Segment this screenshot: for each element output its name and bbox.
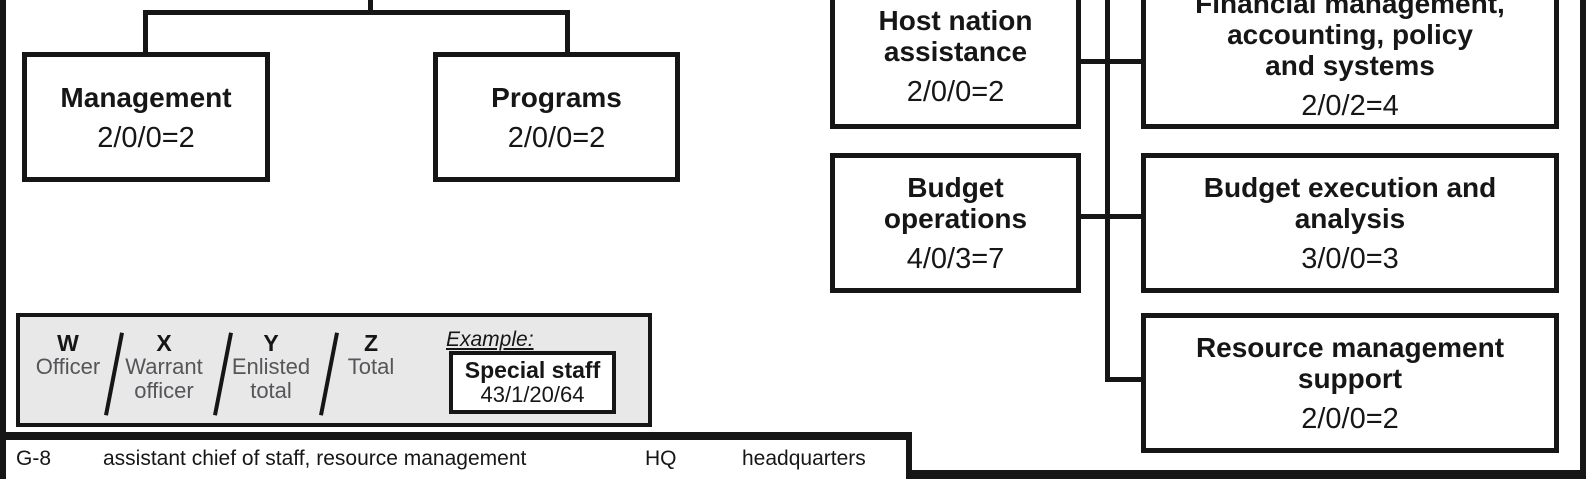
connector-stub-row2 xyxy=(1081,214,1141,219)
legend-key-label: Total xyxy=(347,354,395,379)
abbr-term: G-8 xyxy=(16,447,52,470)
frame-right-border xyxy=(1580,0,1586,479)
legend-key-officer: W Officer xyxy=(28,331,108,379)
org-box-budget-operations: Budget operations 4/0/3=7 xyxy=(830,153,1081,293)
org-box-resource-management-support: Resource management support 2/0/0=2 xyxy=(1141,313,1559,453)
org-box-value: 2/0/0=2 xyxy=(1301,403,1399,435)
org-box-title: Budget execution and analysis xyxy=(1203,172,1497,234)
org-box-title: Management xyxy=(60,81,232,113)
legend-key-symbol: Y xyxy=(263,330,279,356)
legend-example-box: Special staff 43/1/20/64 xyxy=(449,351,616,414)
connector-stub-row1 xyxy=(1081,59,1141,64)
legend-example-value: 43/1/20/64 xyxy=(480,382,585,407)
org-box-budget-execution: Budget execution and analysis 3/0/0=3 xyxy=(1141,153,1559,293)
abbr-meaning: assistant chief of staff, resource manag… xyxy=(103,447,527,470)
legend-key-symbol: X xyxy=(156,330,172,356)
legend-key-total: Z Total xyxy=(341,331,401,379)
legend-key-label: Enlisted total xyxy=(231,354,311,403)
legend-example-label: Example: xyxy=(446,328,534,351)
org-box-financial-management: Financial management, accounting, policy… xyxy=(1141,0,1559,129)
connector-drop-programs xyxy=(565,15,570,52)
connector-trunk xyxy=(1105,0,1110,382)
legend-key-label: Officer xyxy=(35,354,101,379)
org-box-value: 2/0/2=4 xyxy=(1301,90,1399,122)
org-box-value: 2/0/0=2 xyxy=(906,75,1005,108)
org-box-title: Financial management, accounting, policy… xyxy=(1195,0,1505,81)
org-box-programs: Programs 2/0/0=2 xyxy=(433,52,680,182)
connector-parent-stub xyxy=(368,0,373,10)
legend-key-enlisted-total: Y Enlisted total xyxy=(226,331,316,403)
org-box-value: 2/0/0=2 xyxy=(507,121,606,154)
connector-horizontal xyxy=(143,10,570,15)
abbreviations-bar: G-8 assistant chief of staff, resource m… xyxy=(0,432,912,479)
org-box-title: Programs xyxy=(491,81,622,113)
legend-key-symbol: Z xyxy=(363,330,379,356)
org-box-management: Management 2/0/0=2 xyxy=(22,52,270,182)
legend-box: W Officer X Warrant officer Y Enlisted t… xyxy=(16,313,652,427)
legend-slash-icon xyxy=(319,332,339,416)
org-box-value: 4/0/3=7 xyxy=(906,243,1005,275)
org-box-title: Resource management support xyxy=(1195,332,1505,394)
org-box-host-nation-assistance: Host nation assistance 2/0/0=2 xyxy=(830,0,1081,129)
org-box-title: Host nation assistance xyxy=(878,4,1033,67)
abbr-term: HQ xyxy=(645,447,677,470)
org-box-value: 3/0/0=3 xyxy=(1301,243,1399,275)
legend-key-label: Warrant officer xyxy=(125,354,203,403)
connector-elbow-resource xyxy=(1105,377,1141,382)
legend-example-title: Special staff xyxy=(464,357,601,383)
org-box-title: Budget operations xyxy=(883,172,1028,234)
frame-left-border xyxy=(0,0,6,479)
legend-key-symbol: W xyxy=(57,330,79,356)
connector-drop-management xyxy=(143,15,148,52)
org-box-value: 2/0/0=2 xyxy=(97,121,195,154)
abbr-meaning: headquarters xyxy=(742,447,866,470)
legend-key-warrant-officer: X Warrant officer xyxy=(119,331,209,403)
